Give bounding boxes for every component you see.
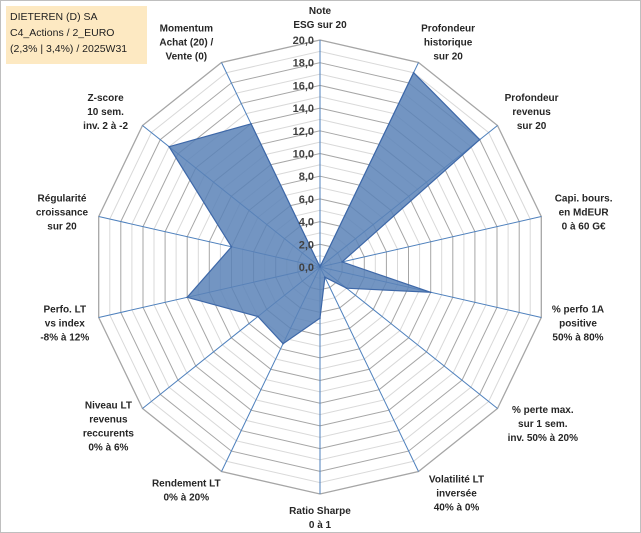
- tick-label: 12,0: [293, 126, 314, 138]
- series-point: [412, 71, 415, 74]
- tick-label: 0,0: [299, 262, 314, 274]
- axis-label-line: sur 20: [517, 121, 547, 132]
- series-point: [250, 123, 252, 125]
- axis-label-line: 10 sem.: [87, 107, 124, 118]
- tick-label: 16,0: [293, 80, 314, 92]
- axis-label-line: inversée: [436, 489, 477, 500]
- axis-label-line: 0% à 6%: [88, 442, 128, 453]
- title-line-1: DIETEREN (D) SA: [10, 11, 98, 23]
- axis-spoke: [319, 266, 419, 472]
- axis-label: Régularité croissance sur 20: [36, 193, 89, 232]
- axis-label-line: croissance: [36, 207, 89, 218]
- axis-label-line: inv. 2 à -2: [83, 121, 128, 132]
- tick-label: 18,0: [293, 58, 314, 70]
- tick-label: 8,0: [299, 171, 314, 183]
- axis-label: Niveau LT revenus reccurents 0% à 6%: [83, 400, 135, 453]
- axis-label-line: sur 1 sem.: [518, 419, 568, 430]
- axis-spoke: [319, 216, 542, 268]
- axis-label: % perte max. sur 1 sem. inv. 50% à 20%: [508, 405, 579, 444]
- axis-label-line: Vente (0): [165, 51, 207, 62]
- axis-label-line: Capi. bours.: [555, 193, 613, 204]
- axis-label-line: Profondeur: [421, 23, 475, 34]
- axis-label-line: revenus: [89, 414, 128, 425]
- tick-label: 20,0: [293, 35, 314, 47]
- series-point: [186, 296, 188, 299]
- series-point: [341, 261, 343, 263]
- axis-label: Profondeur historique sur 20: [421, 23, 475, 62]
- tick-label: 10,0: [293, 149, 314, 161]
- axis-spoke: [319, 266, 498, 409]
- axis-label-line: 0 à 1: [309, 520, 332, 531]
- axis-label-line: positive: [559, 319, 597, 330]
- axis-label: Perfo. LT vs index -8% à 12%: [40, 305, 89, 344]
- axis-label-line: Profondeur: [505, 93, 559, 104]
- series-point: [324, 276, 326, 279]
- axis-label: Momentum Achat (20) / Vente (0): [159, 23, 213, 62]
- axis-label-line: -8% à 12%: [40, 333, 89, 344]
- axis-label-line: Régularité: [38, 193, 87, 204]
- axis-label-line: Rendement LT: [152, 479, 221, 490]
- axis-label-line: reccurents: [83, 428, 135, 439]
- axis-label: Capi. bours. en MdEUR 0 à 60 G€: [555, 193, 613, 232]
- axis-label-line: Niveau LT: [85, 400, 132, 411]
- axis-label-line: sur 20: [47, 221, 77, 232]
- series-point: [168, 145, 170, 148]
- axis-label-line: % perfo 1A: [552, 305, 604, 316]
- axis-label: Volatilité LT inversée 40% à 0%: [429, 475, 484, 514]
- axis-label: % perfo 1A positive 50% à 80%: [552, 305, 604, 344]
- axis-label-line: vs index: [45, 319, 85, 330]
- axis-label-line: Perfo. LT: [44, 305, 87, 316]
- axis-label-line: 0% à 20%: [164, 493, 210, 504]
- series-point: [429, 291, 432, 294]
- axis-label-line: Momentum: [160, 23, 213, 34]
- series-point: [257, 315, 259, 318]
- axis-label-line: revenus: [512, 107, 551, 118]
- axis-label-line: % perte max.: [512, 405, 574, 416]
- tick-label: 14,0: [293, 103, 314, 115]
- series-point: [345, 287, 348, 290]
- series-area: [168, 71, 481, 345]
- tick-label: 6,0: [299, 194, 314, 206]
- series-polygon: [168, 71, 481, 345]
- axis-label-line: historique: [424, 37, 473, 48]
- axis-label-line: Achat (20) /: [159, 37, 213, 48]
- series-point: [478, 138, 481, 141]
- title-box: DIETEREN (D) SA C4_Actions / 2_EURO (2,3…: [6, 6, 147, 64]
- axis-label-line: ESG sur 20: [293, 20, 347, 31]
- axis-label-line: sur 20: [433, 51, 463, 62]
- series-point: [319, 266, 321, 268]
- axis-label-line: Z-score: [88, 93, 125, 104]
- axis-label: Z-score 10 sem. inv. 2 à -2: [83, 93, 128, 132]
- title-line-2: C4_Actions / 2_EURO: [10, 27, 115, 39]
- axis-label: Ratio Sharpe 0 à 1: [289, 506, 351, 531]
- axis-label-line: Note: [309, 6, 332, 17]
- axis-label-line: inv. 50% à 20%: [508, 433, 579, 444]
- tick-label: 4,0: [299, 217, 314, 229]
- axis-label-line: Ratio Sharpe: [289, 506, 351, 517]
- tick-labels: 0,0 2,0 4,0 6,0 8,0 10,0 12,0 14,0 16,0 18,0 20,0: [293, 35, 314, 274]
- series-point: [230, 246, 233, 248]
- axis-label: Note ESG sur 20: [293, 6, 347, 31]
- axis-label-line: Volatilité LT: [429, 475, 484, 486]
- axis-label: Rendement LT 0% à 20%: [152, 479, 221, 504]
- axis-labels: Note ESG sur 20 Profondeur historique sur 20…: [36, 6, 613, 531]
- series-point: [319, 317, 321, 319]
- axis-label-line: 40% à 0%: [434, 503, 480, 514]
- series-point: [282, 342, 284, 345]
- axis-label: Profondeur revenus sur 20: [505, 93, 559, 132]
- title-line-3: (2,3% | 3,4%) / 2025W31: [10, 43, 128, 55]
- axis-label-line: en MdEUR: [559, 207, 610, 218]
- tick-label: 2,0: [299, 239, 314, 251]
- axis-label-line: 0 à 60 G€: [562, 221, 606, 232]
- axis-label-line: 50% à 80%: [552, 333, 603, 344]
